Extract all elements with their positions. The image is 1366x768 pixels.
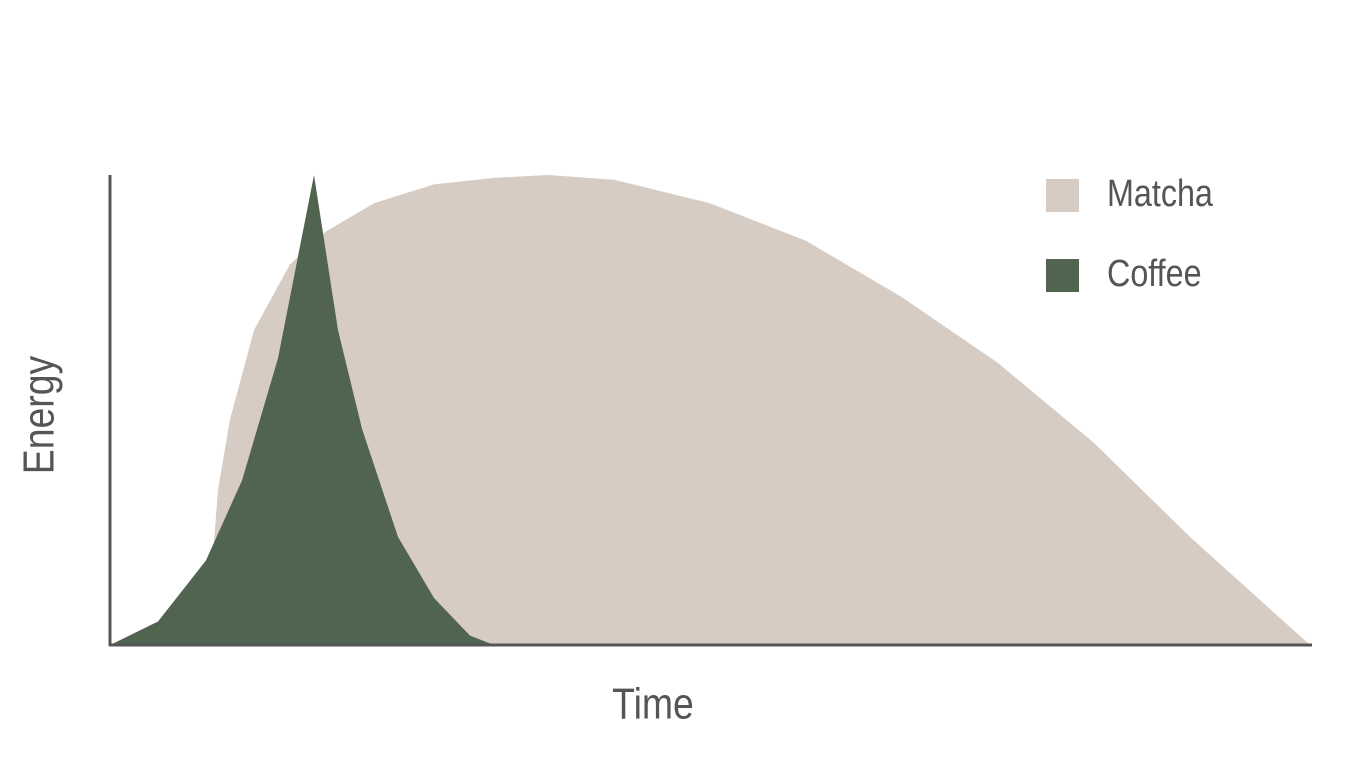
plot-area	[110, 175, 1310, 645]
legend-label: Coffee	[1107, 253, 1202, 295]
area	[110, 175, 494, 645]
y-axis-label: Energy	[14, 355, 64, 474]
legend-label: Matcha	[1107, 173, 1213, 215]
legend: Matcha Coffee	[1046, 173, 1213, 295]
area	[206, 175, 1310, 645]
legend-swatch	[1046, 259, 1079, 292]
x-axis-label: Time	[612, 679, 694, 729]
legend-swatch	[1046, 179, 1079, 212]
